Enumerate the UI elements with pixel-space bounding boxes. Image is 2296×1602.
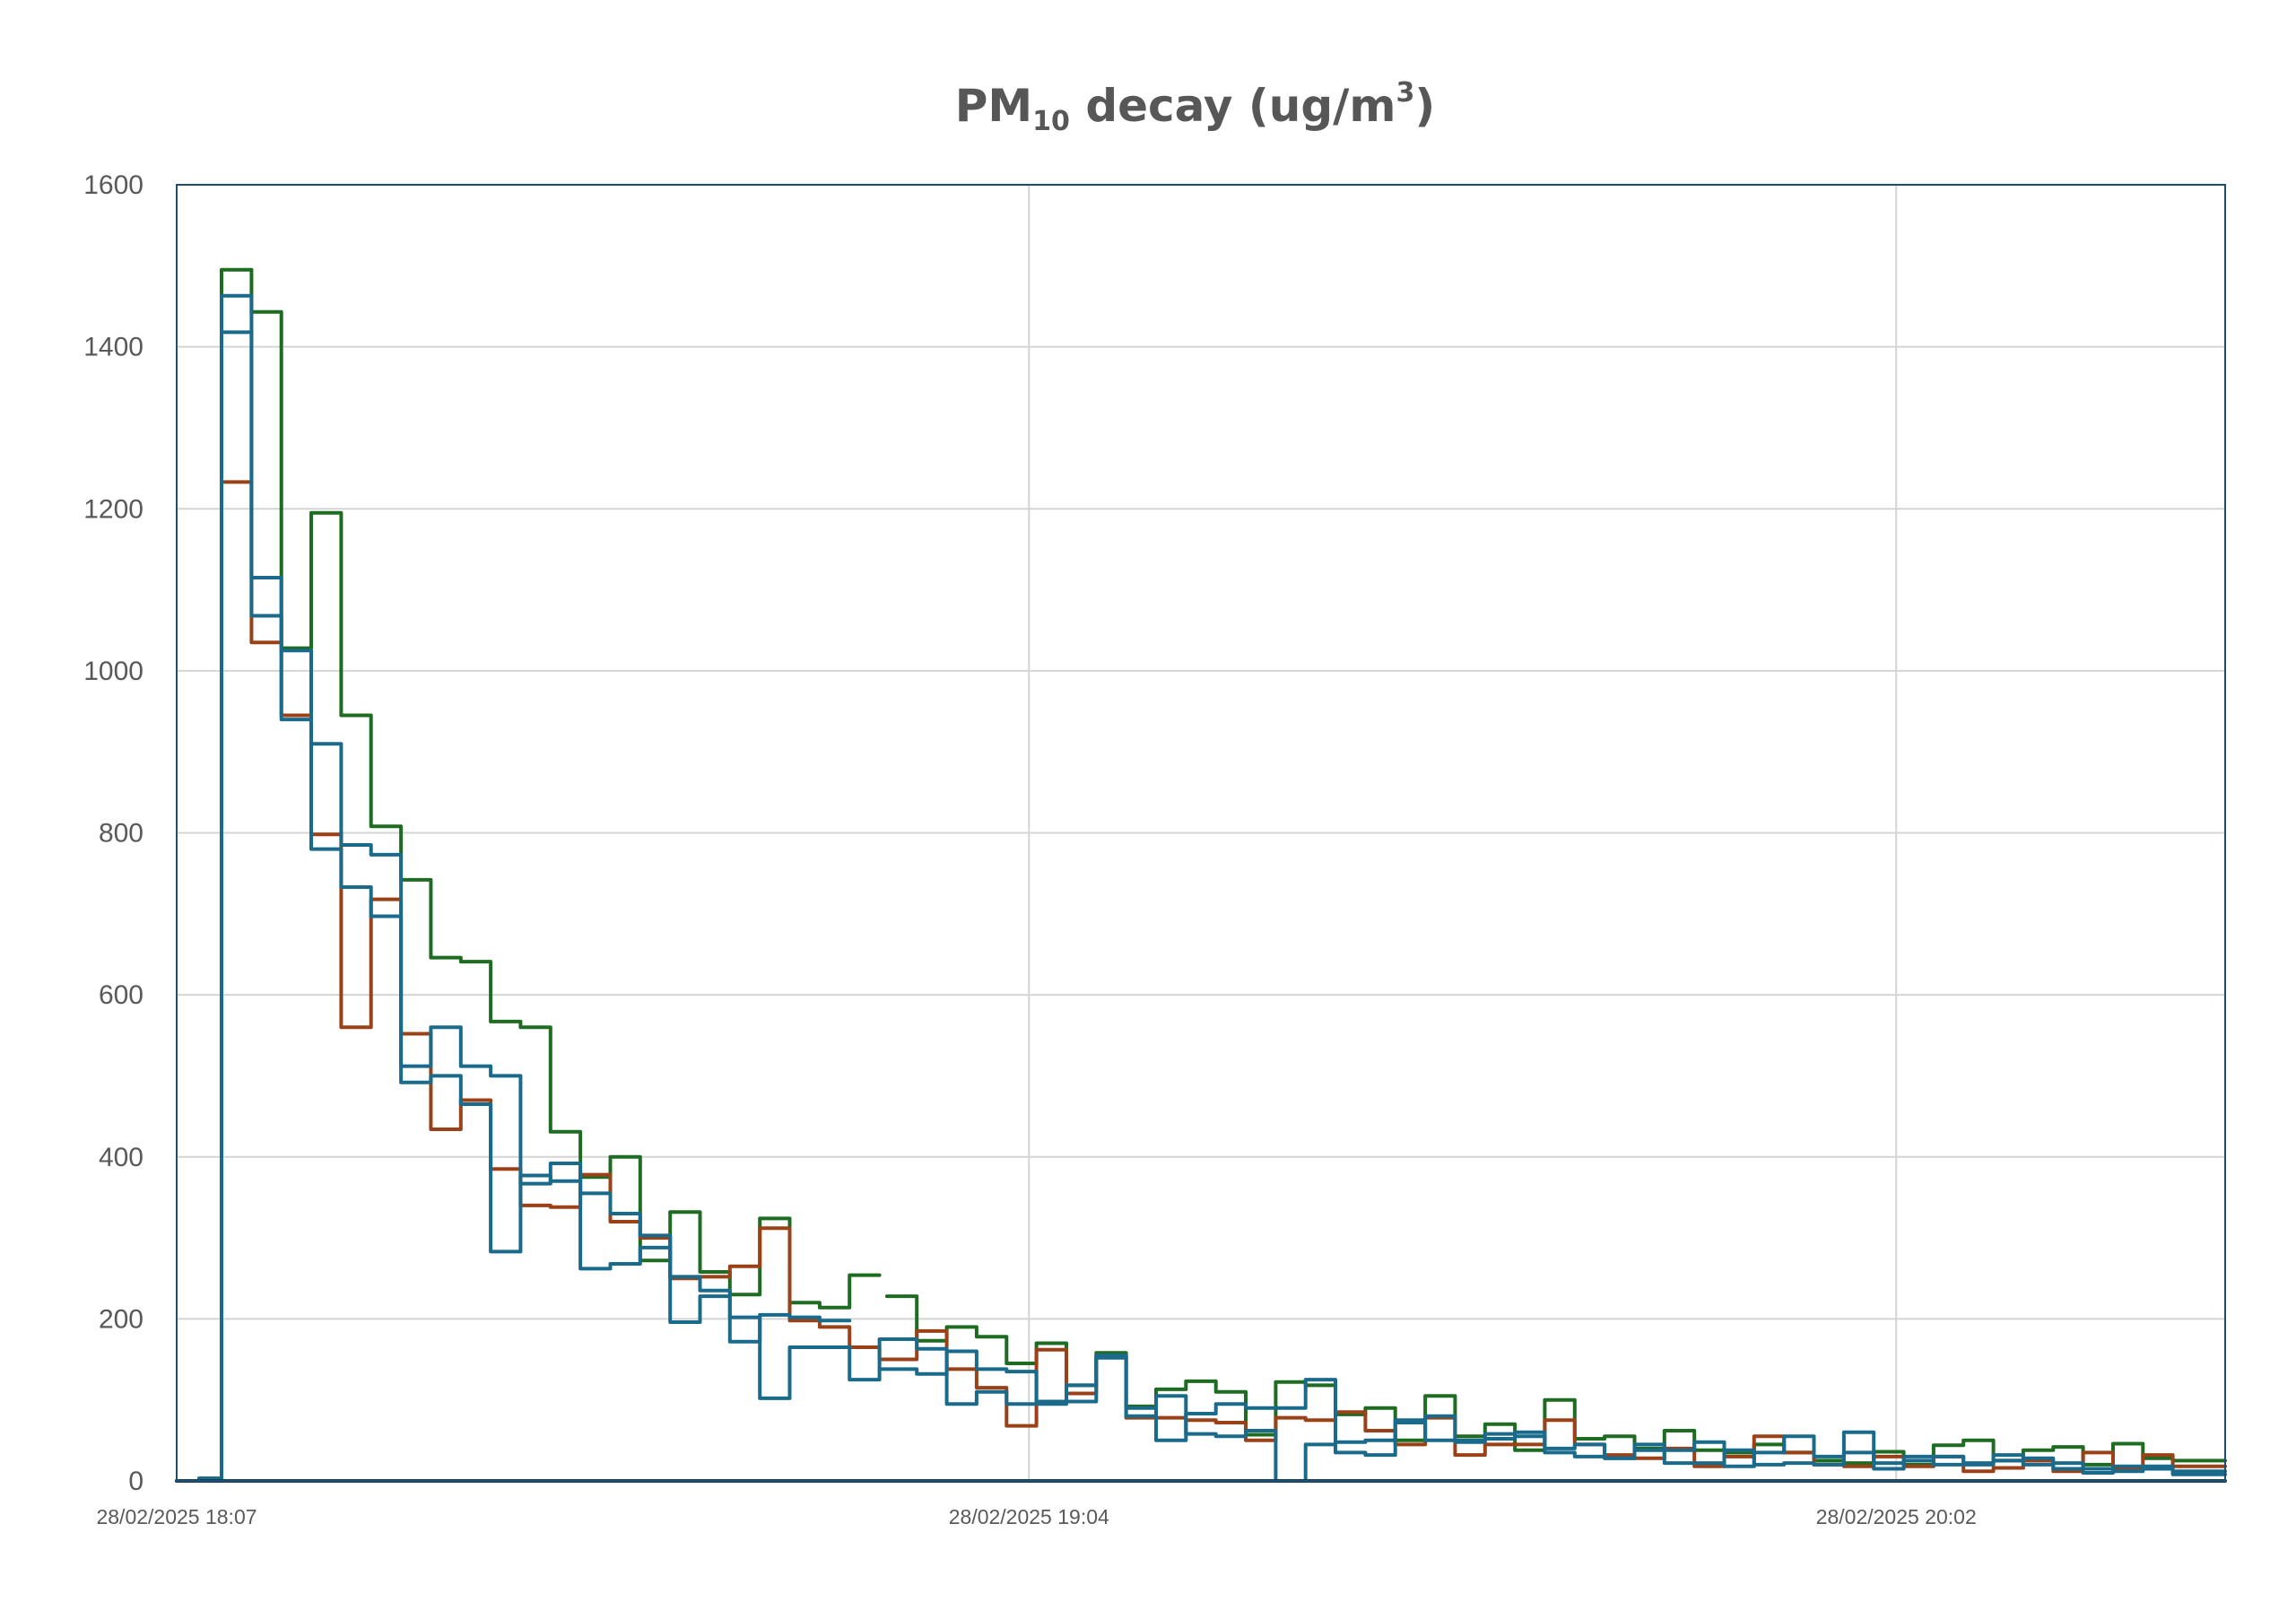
chart-title: PM10 decay (ug/m3) (954, 77, 1436, 137)
y-tick-label-1000: 1000 (83, 657, 144, 686)
y-tick-label-400: 400 (99, 1143, 144, 1172)
y-tick-label-1600: 1600 (83, 170, 144, 200)
y-tick-label-1400: 1400 (83, 333, 144, 362)
y-tick-label-800: 800 (99, 819, 144, 849)
grid-lines (176, 184, 2225, 1482)
y-tick-label-1200: 1200 (83, 494, 144, 524)
series-group (175, 267, 2227, 1483)
series-line-3 (175, 293, 2227, 1483)
y-axis: 0 200 400 600 800 1000 1200 1400 1600 (83, 170, 144, 1496)
x-axis: 28/02/2025 18:07 28/02/2025 19:04 28/02/20… (96, 1505, 1976, 1528)
plot-border (176, 184, 2226, 1482)
series-line-4 (175, 330, 2227, 1483)
series-line-2 (175, 480, 2227, 1483)
series-line-1 (175, 267, 2227, 1483)
y-tick-label-0: 0 (128, 1467, 144, 1496)
y-tick-label-200: 200 (99, 1304, 144, 1334)
x-tick-label-1: 28/02/2025 19:04 (949, 1505, 1109, 1528)
y-tick-label-600: 600 (99, 980, 144, 1010)
x-tick-label-0: 28/02/2025 18:07 (96, 1505, 257, 1528)
x-tick-label-2: 28/02/2025 20:02 (1816, 1505, 1977, 1528)
